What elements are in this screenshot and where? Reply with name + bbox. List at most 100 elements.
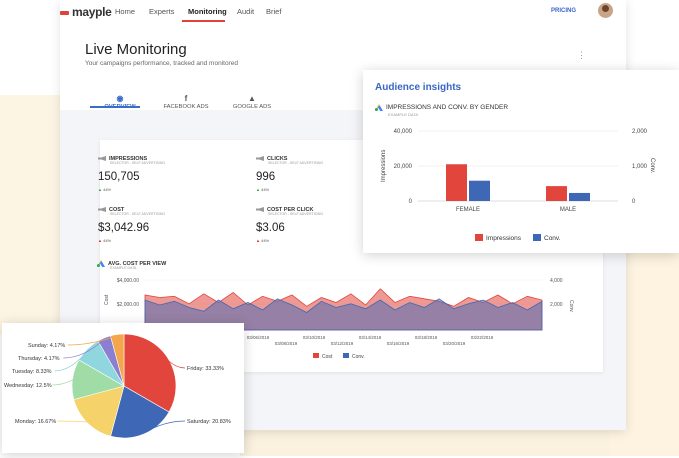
more-options-icon[interactable]: ⋮ <box>577 50 586 60</box>
bar-impressions-female <box>446 164 467 201</box>
nav-monitoring[interactable]: Monitoring <box>188 7 227 16</box>
nav-brief[interactable]: Brief <box>266 7 282 16</box>
metric-subtitle: SELECTOR - SELF ADVERTISING <box>110 161 166 165</box>
y-axis-label: Cost <box>104 294 110 305</box>
tab-label: GOOGLE ADS <box>232 104 272 110</box>
y2-axis-label: Conv. <box>568 300 574 313</box>
area-chart-subtitle: EXAMPLE DATA <box>110 266 137 270</box>
metric-title: COST PER CLICK <box>267 207 314 213</box>
metric-title: CLICKS <box>267 156 288 162</box>
area-chart: $4,000.00 $2,000.00 4,000 2,000 Cost Conv. 03/… <box>104 278 574 360</box>
pie-slice <box>73 385 125 437</box>
pie-chart: Friday: 33.33% Saturday: 20.83% Monday: 16… <box>4 333 231 439</box>
x-tick-label: 03/10/2019 <box>303 335 326 340</box>
bar-impressions-male <box>546 186 567 201</box>
metric-value: 150,705 <box>98 171 140 183</box>
y-tick-label: $4,000.00 <box>117 278 139 284</box>
legend-swatch <box>343 353 349 358</box>
pie-connector <box>52 379 74 386</box>
google-ads-icon: ▲ <box>248 94 256 103</box>
legend-label: Conv. <box>544 235 561 242</box>
pie-connector <box>63 338 105 359</box>
area-chart-title-text: AVG. COST PER VIEW <box>108 260 167 267</box>
pie-label: Thursday: 4.17% <box>18 356 60 362</box>
metric-value: $3,042.96 <box>98 222 150 234</box>
avatar[interactable] <box>598 3 613 18</box>
trend-up-icon: ▲ <box>256 187 260 192</box>
x-tick-label: 03/18/2019 <box>415 335 438 340</box>
pie-slice <box>110 385 170 439</box>
metric-subtitle: SELECTOR - SELF ADVERTISING <box>268 161 324 165</box>
metric-subtitle: SELECTOR - SELF ADVERTISING <box>110 212 166 216</box>
logo[interactable]: mayple <box>60 5 112 19</box>
y2-axis-label: Conv. <box>649 158 655 174</box>
nav-experts[interactable]: Experts <box>149 7 175 16</box>
logo-icon <box>60 10 69 15</box>
nav-audit[interactable]: Audit <box>237 7 255 16</box>
pricing-link[interactable]: PRICING <box>551 8 577 14</box>
google-ads-icon <box>375 104 383 111</box>
bar-conv-male <box>569 192 590 201</box>
megaphone-icon <box>98 207 106 213</box>
pie-label: Wednesday: 12.5% <box>4 383 52 389</box>
y2-tick-label: 1,000 <box>632 164 648 170</box>
y-tick-label: 40,000 <box>394 129 413 135</box>
logo-text: mayple <box>72 5 112 19</box>
x-tick-label: 03/22/2019 <box>471 335 494 340</box>
audience-insights-panel: Audience insights IMPRESSIONS AND CONV. … <box>363 70 679 253</box>
legend-swatch <box>313 353 319 358</box>
bar-chart: 40,000 20,000 0 2,000 1,000 0 Impressions Conv.… <box>381 129 655 242</box>
metric-percent: 44% <box>261 238 270 243</box>
top-navbar: mayple Home Experts Monitoring Audit Bri… <box>60 0 626 23</box>
area-series-conv <box>144 298 543 331</box>
megaphone-icon <box>256 207 264 213</box>
metric-subtitle: SELECTOR - SELF ADVERTISING <box>268 212 324 216</box>
bar-conv-female <box>469 180 490 201</box>
x-tick-label: 03/16/2019 <box>387 341 410 346</box>
y-tick-label: 0 <box>409 199 413 205</box>
x-tick-label: 03/06/2019 <box>247 335 270 340</box>
facebook-icon: f <box>184 94 188 103</box>
x-tick-label: 03/12/2019 <box>331 341 354 346</box>
metric-cost-per-click: COST PER CLICK SELECTOR - SELF ADVERTISI… <box>256 207 323 243</box>
weekday-pie-panel: Friday: 33.33% Saturday: 20.83% Monday: 16… <box>2 323 244 453</box>
metric-percent: 44% <box>261 187 270 192</box>
megaphone-icon <box>256 156 264 162</box>
y-axis-label: Impressions <box>381 150 387 182</box>
area-chart-title: AVG. COST PER VIEW <box>97 260 166 267</box>
tab-google-ads[interactable]: ▲ GOOGLE ADS <box>228 94 276 110</box>
pie-label: Friday: 33.33% <box>187 366 224 372</box>
tab-facebook-ads[interactable]: f FACEBOOK ADS <box>160 94 212 110</box>
metric-cost: COST SELECTOR - SELF ADVERTISING $3,042.… <box>98 207 165 243</box>
pie-label: Saturday: 20.83% <box>187 419 231 425</box>
x-tick-label: 03/08/2019 <box>275 341 298 346</box>
pie-label: Tuesday: 8.33% <box>12 369 52 375</box>
pie-label: Monday: 16.67% <box>15 419 56 425</box>
eye-icon: ◉ <box>116 94 124 103</box>
bar-chart-subtitle: EXAMPLE DATA <box>388 112 419 117</box>
x-tick-label: FEMALE <box>456 207 480 213</box>
metric-clicks: CLICKS SELECTOR - SELF ADVERTISING 996 ▲… <box>256 156 323 192</box>
tab-label: FACEBOOK ADS <box>163 104 209 110</box>
trend-icon: ▲ <box>256 238 260 243</box>
bar-chart-title-text: IMPRESSIONS AND CONV. BY GENDER <box>386 104 509 112</box>
page-title: Live Monitoring <box>85 41 187 58</box>
pie-connector <box>143 420 186 434</box>
legend-swatch <box>475 234 483 241</box>
x-tick-label: MALE <box>560 207 576 213</box>
pie-connector <box>167 360 186 369</box>
metric-value: $3.06 <box>256 222 285 234</box>
metric-value: 996 <box>256 171 276 183</box>
pie-connector <box>67 335 118 346</box>
pie-connector <box>54 349 89 372</box>
pie-slice <box>110 333 125 387</box>
active-tab-indicator <box>90 106 140 108</box>
x-tick-label: 03/20/2019 <box>443 341 466 346</box>
metric-percent: 44% <box>103 187 112 192</box>
metric-title: COST <box>109 207 125 213</box>
megaphone-icon <box>98 156 106 162</box>
nav-home[interactable]: Home <box>115 7 136 16</box>
trend-icon: ▲ <box>98 238 102 243</box>
y2-tick-label: 0 <box>632 199 636 205</box>
y2-tick-label: 4,000 <box>550 278 563 284</box>
